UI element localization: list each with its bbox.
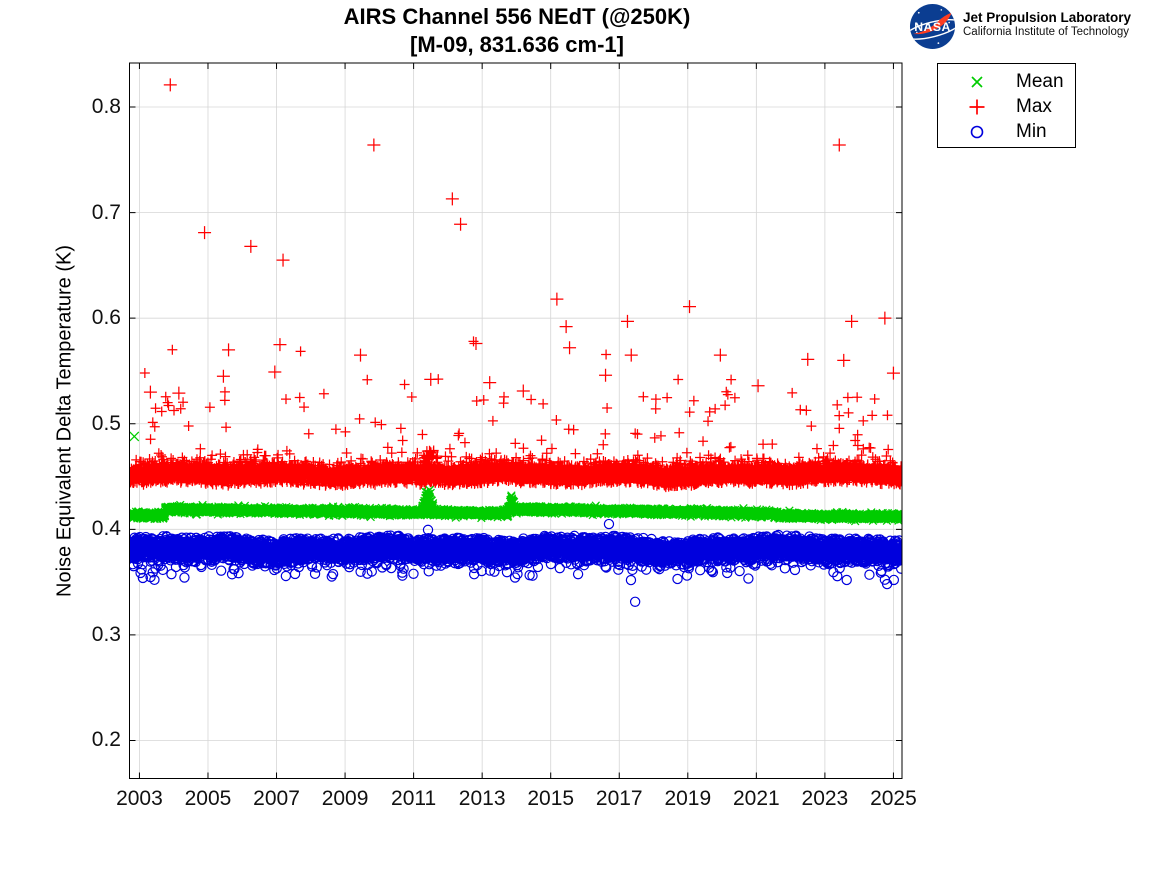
nasa-jpl-logo: NASA Jet Propulsion Laboratory Californi… bbox=[909, 3, 1131, 50]
legend-label-mean: Mean bbox=[1016, 70, 1064, 92]
x-tick-label: 2021 bbox=[732, 787, 780, 810]
y-tick-label: 0.3 bbox=[91, 622, 121, 646]
red-swoosh bbox=[913, 12, 952, 35]
caltech-name: California Institute of Technology bbox=[963, 26, 1129, 38]
chart-title-block: AIRS Channel 556 NEdT (@250K) [M-09, 831… bbox=[130, 3, 904, 59]
y-tick-label: 0.8 bbox=[91, 95, 121, 119]
legend-label-min: Min bbox=[1016, 120, 1047, 142]
legend-item-min: Min bbox=[938, 119, 1075, 144]
legend: Mean Max Min bbox=[937, 63, 1076, 148]
jpl-name: Jet Propulsion Laboratory bbox=[963, 10, 1132, 25]
x-tick-label: 2025 bbox=[870, 787, 917, 810]
mean-x-marker-icon bbox=[938, 71, 1016, 93]
max-plus-marker-icon bbox=[938, 96, 1016, 118]
y-tick-label: 0.7 bbox=[91, 200, 121, 224]
x-tick-label: 2005 bbox=[184, 787, 232, 810]
x-tick-label: 2011 bbox=[391, 787, 437, 810]
x-tick-label: 2009 bbox=[321, 787, 369, 810]
logo-text: Jet Propulsion Laboratory California Ins… bbox=[963, 3, 1131, 39]
nasa-meatball-icon: NASA bbox=[909, 3, 956, 50]
x-tick-label: 2013 bbox=[458, 787, 506, 810]
x-tick-label: 2007 bbox=[253, 787, 300, 810]
y-tick-label: 0.6 bbox=[91, 306, 121, 330]
min-circle-marker-icon bbox=[938, 121, 1016, 143]
legend-label-max: Max bbox=[1016, 95, 1052, 117]
chart-title: AIRS Channel 556 NEdT (@250K) bbox=[343, 4, 691, 29]
y-tick-label: 0.2 bbox=[91, 728, 121, 752]
chart-subtitle: [M-09, 831.636 cm-1] bbox=[410, 32, 624, 57]
x-tick-label: 2015 bbox=[527, 787, 575, 810]
meatball-text: NASA bbox=[914, 20, 951, 34]
orbit-ring bbox=[909, 19, 956, 40]
y-tick-label: 0.4 bbox=[91, 517, 121, 541]
x-tick-label: 2017 bbox=[595, 787, 643, 810]
legend-item-max: Max bbox=[938, 94, 1075, 119]
y-tick-label: 0.5 bbox=[91, 411, 121, 435]
x-tick-label: 2019 bbox=[664, 787, 712, 810]
x-tick-label: 2023 bbox=[801, 787, 849, 810]
x-tick-label: 2003 bbox=[116, 787, 163, 810]
legend-item-mean: Mean bbox=[938, 69, 1075, 94]
